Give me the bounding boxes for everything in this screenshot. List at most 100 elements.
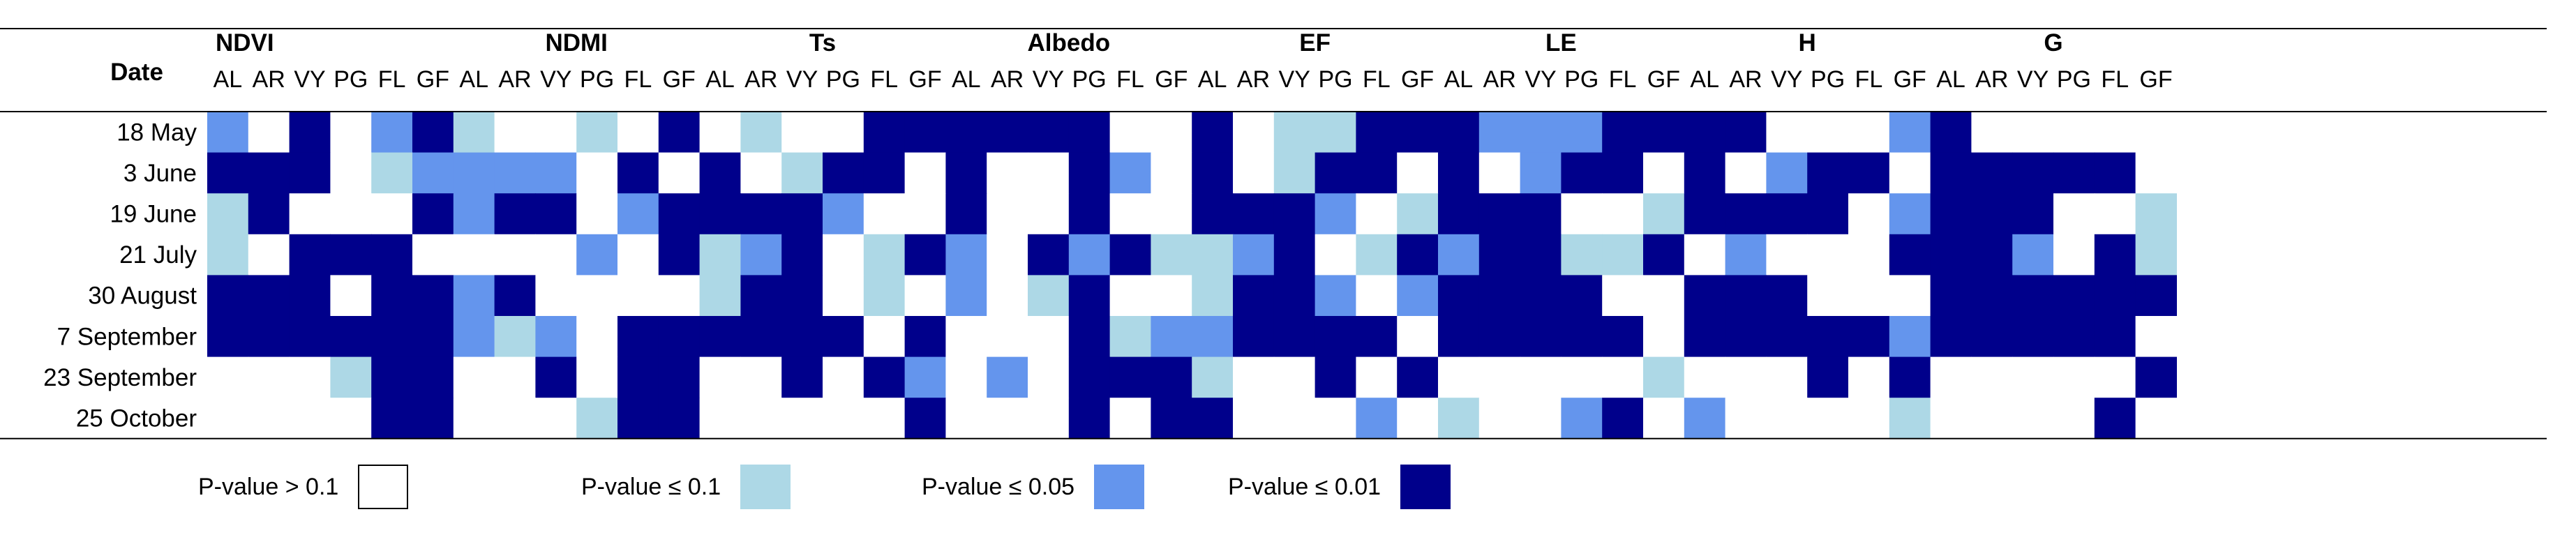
heatmap-cell <box>1192 316 1234 358</box>
heatmap-cell <box>1971 275 2013 317</box>
heatmap-cell <box>1643 234 1685 276</box>
column-header: GF <box>663 66 696 93</box>
heatmap-cell <box>1520 112 1562 153</box>
heatmap-cell <box>658 152 701 194</box>
heatmap-cell <box>1109 316 1151 358</box>
heatmap-cell <box>1602 112 1644 153</box>
row-label: 18 May <box>117 119 197 146</box>
heatmap-cell <box>1725 275 1767 317</box>
heatmap-cell <box>1068 112 1111 153</box>
heatmap-cell <box>1192 112 1234 153</box>
heatmap-cell <box>1848 152 1890 194</box>
heatmap-cell <box>1889 152 1931 194</box>
heatmap-cell <box>1233 275 1275 317</box>
column-header: AR <box>744 66 777 93</box>
heatmap-cell <box>1930 316 1972 358</box>
heatmap-cell <box>699 112 741 153</box>
heatmap-cell <box>1643 275 1685 317</box>
heatmap-cell <box>2012 193 2054 235</box>
heatmap-cell <box>1848 112 1890 153</box>
heatmap-cell <box>330 152 372 194</box>
heatmap-cell <box>781 112 823 153</box>
heatmap-cell <box>1109 112 1151 153</box>
heatmap-cell <box>1602 356 1644 398</box>
heatmap-cell <box>1233 356 1275 398</box>
heatmap-cell <box>945 193 987 235</box>
column-header: AR <box>1237 66 1270 93</box>
heatmap-cell <box>289 193 331 235</box>
heatmap-cell <box>576 234 618 276</box>
heatmap-cell <box>945 356 987 398</box>
column-header: FL <box>2101 66 2129 93</box>
heatmap-cell <box>1192 398 1234 439</box>
heatmap-cell <box>1356 193 1398 235</box>
heatmap-cell <box>330 193 372 235</box>
row-label: 7 September <box>57 323 197 350</box>
heatmap-cell <box>1561 275 1603 317</box>
heatmap-cell <box>1028 316 1070 358</box>
legend-label: P-value ≤ 0.01 <box>1228 473 1381 500</box>
heatmap-cell <box>1807 398 1849 439</box>
heatmap-cell <box>740 193 782 235</box>
heatmap-cell <box>1068 316 1111 358</box>
heatmap-cell <box>945 152 987 194</box>
heatmap-cell <box>330 112 372 153</box>
heatmap-cell <box>576 316 618 358</box>
heatmap-cell <box>904 193 946 235</box>
heatmap-cell <box>740 152 782 194</box>
heatmap-cell <box>823 316 864 358</box>
heatmap-cell <box>1807 275 1849 317</box>
heatmap-cell <box>1602 152 1644 194</box>
heatmap-cell <box>248 112 290 153</box>
heatmap-cell <box>658 275 701 317</box>
column-header: GF <box>908 66 941 93</box>
heatmap-cell <box>1766 234 1808 276</box>
heatmap-cell <box>740 316 782 358</box>
heatmap-cell <box>863 275 906 317</box>
heatmap-cell <box>1520 275 1562 317</box>
heatmap-cell <box>1397 316 1439 358</box>
legend-swatch <box>740 465 791 509</box>
heatmap-cell <box>1397 193 1439 235</box>
group-header: LE <box>1545 29 1577 56</box>
heatmap-cell <box>1315 356 1356 398</box>
column-header: AL <box>1198 66 1227 93</box>
group-header: Albedo <box>1027 29 1110 56</box>
heatmap-cell <box>617 316 659 358</box>
heatmap-cell <box>2094 193 2136 235</box>
heatmap-cell <box>2094 112 2136 153</box>
heatmap-cell <box>576 152 618 194</box>
heatmap-cell <box>987 152 1028 194</box>
heatmap-cell <box>740 112 782 153</box>
heatmap-cell <box>1109 234 1151 276</box>
heatmap-cell <box>617 356 659 398</box>
heatmap-cell <box>2053 112 2095 153</box>
heatmap-cell <box>207 193 249 235</box>
heatmap-cell <box>1315 398 1356 439</box>
heatmap-cell <box>2135 316 2177 358</box>
heatmap-cell <box>1848 275 1890 317</box>
heatmap-cell <box>1478 193 1521 235</box>
heatmap-cell <box>1151 193 1192 235</box>
heatmap-cell <box>1766 316 1808 358</box>
column-header: PG <box>1811 66 1845 93</box>
heatmap-cell <box>248 275 290 317</box>
heatmap-cell <box>412 356 454 398</box>
heatmap-cell <box>1684 193 1726 235</box>
heatmap-cell <box>1028 193 1070 235</box>
heatmap-cell <box>863 398 906 439</box>
heatmap-cell <box>1930 356 1972 398</box>
heatmap-cell <box>1151 152 1192 194</box>
column-header: AL <box>214 66 243 93</box>
heatmap-cell <box>289 234 331 276</box>
heatmap-cell <box>2012 152 2054 194</box>
heatmap-cell <box>1478 112 1521 153</box>
heatmap-cell <box>1848 193 1890 235</box>
column-header: VY <box>1771 66 1802 93</box>
heatmap-cell <box>1520 398 1562 439</box>
heatmap-cell <box>945 316 987 358</box>
column-header: AL <box>1444 66 1474 93</box>
heatmap-cell <box>330 275 372 317</box>
heatmap-cell <box>1766 152 1808 194</box>
heatmap-cell <box>699 275 741 317</box>
